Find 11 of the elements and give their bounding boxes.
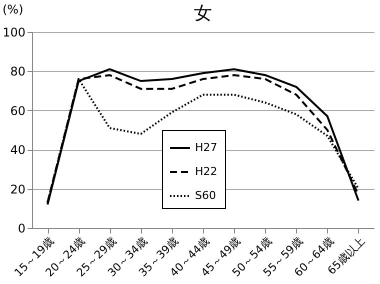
y-axis-title: (%) — [2, 2, 24, 16]
y-tick-label: 40 — [10, 143, 26, 158]
legend-label: H27 — [195, 141, 218, 154]
y-tick-label: 100 — [2, 26, 26, 40]
y-tick-label: 60 — [10, 104, 26, 118]
legend-label: S60 — [195, 189, 216, 202]
legend-label: H22 — [195, 165, 218, 178]
y-tick-label: 20 — [10, 182, 26, 196]
y-tick-label: 80 — [10, 64, 26, 79]
y-tick-label: 0 — [18, 222, 26, 236]
chart-title: 女 — [194, 3, 212, 24]
